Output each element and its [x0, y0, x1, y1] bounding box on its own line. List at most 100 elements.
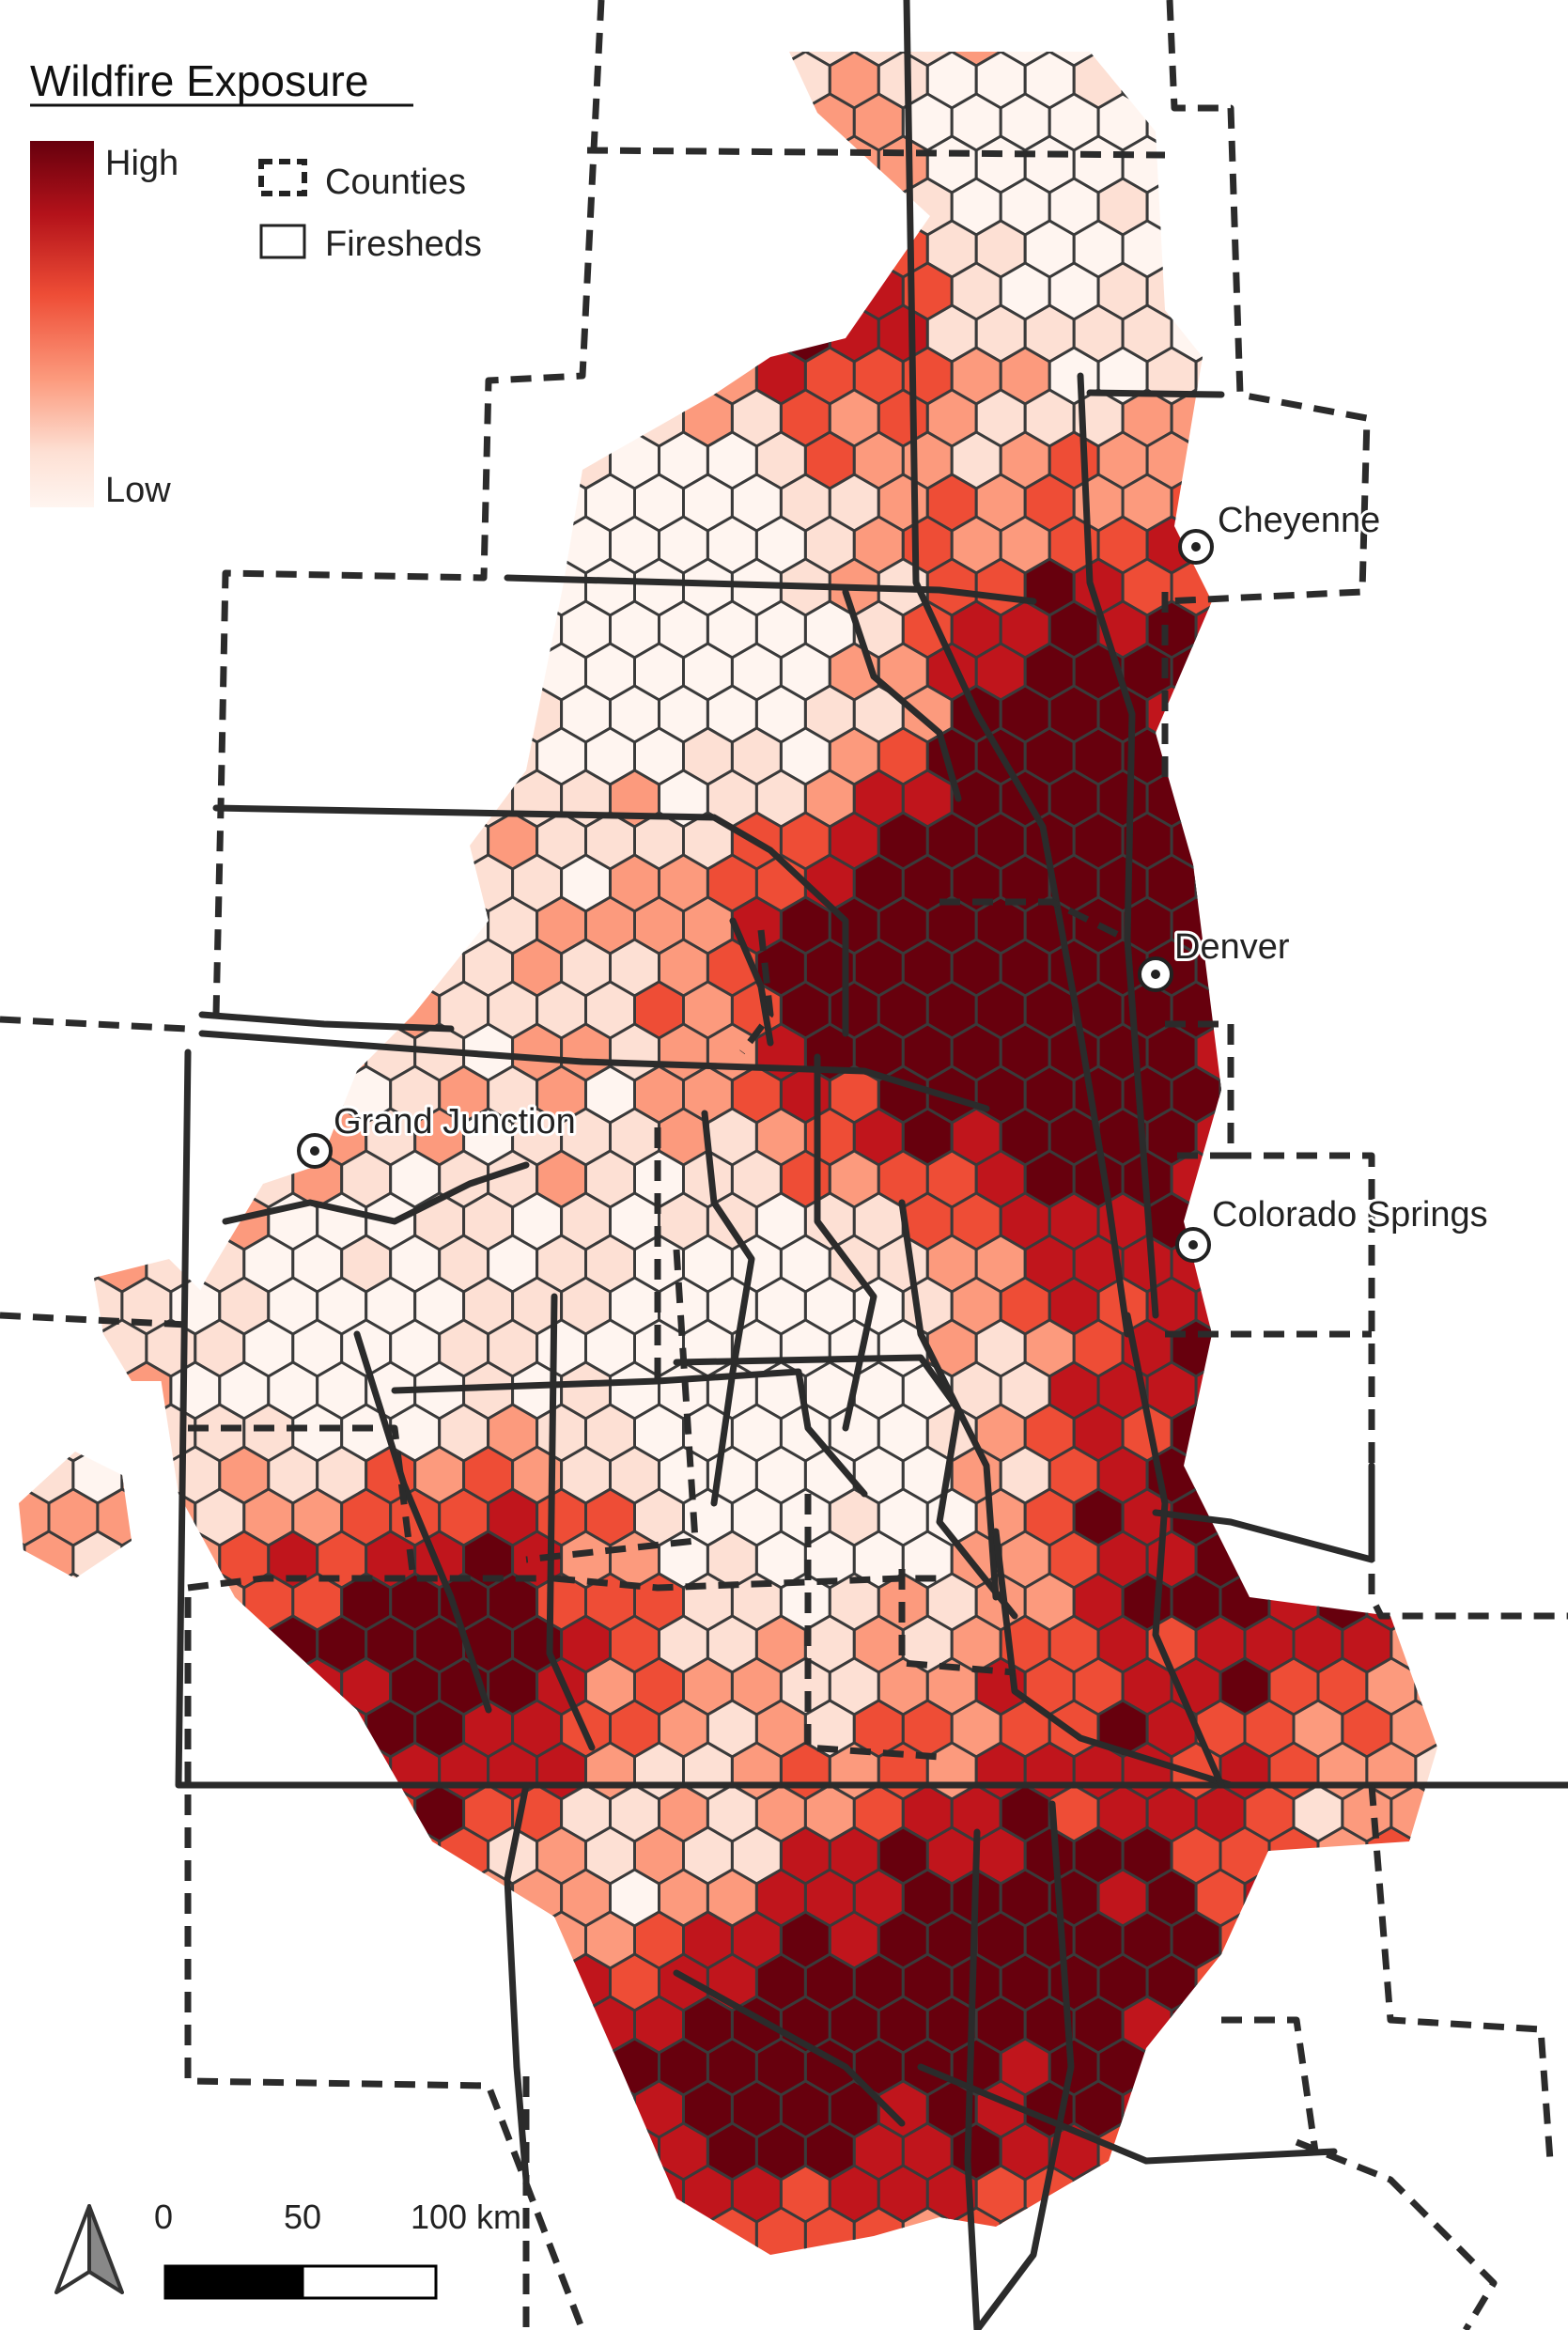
- fireshed-cell: [1389, 1445, 1437, 1505]
- fireshed-cell: [1170, 52, 1222, 110]
- fireshed-cell: [120, 1107, 173, 1167]
- fireshed-cell: [145, 2079, 197, 2139]
- fireshed-cell: [47, 980, 100, 1040]
- fireshed-cell: [218, 853, 271, 913]
- fireshed-cell: [267, 261, 319, 321]
- fireshed-cell: [96, 1995, 148, 2055]
- fireshed-cell: [96, 388, 148, 448]
- fireshed-cell: [1365, 980, 1418, 1040]
- fireshed-cell: [96, 895, 148, 955]
- fireshed-cell: [1365, 557, 1418, 617]
- fireshed-cell: [536, 219, 587, 279]
- fireshed-cell: [1194, 1445, 1247, 1505]
- fireshed-cell: [1316, 1234, 1369, 1294]
- fireshed-cell: [1414, 895, 1437, 955]
- fireshed-cell: [96, 1403, 148, 1463]
- fireshed-cell: [1121, 2079, 1173, 2139]
- fireshed-cell: [1243, 853, 1296, 913]
- fireshed-cell: [47, 1995, 100, 2055]
- fireshed-cell: [218, 2206, 271, 2255]
- fireshed-cell: [267, 1022, 319, 1082]
- fireshed-cell: [1170, 1995, 1222, 2055]
- fireshed-cell: [1316, 1403, 1369, 1463]
- fireshed-cell: [365, 346, 417, 406]
- fireshed-cell: [19, 2121, 26, 2182]
- fireshed-cell: [536, 2164, 587, 2224]
- fireshed-cell: [511, 1868, 564, 1928]
- fireshed-cell: [47, 1910, 100, 1970]
- fireshed-cell: [19, 1064, 51, 1125]
- fireshed-cells: [19, 52, 1489, 2255]
- fireshed-cell: [71, 1699, 124, 1759]
- fireshed-cell: [389, 1910, 442, 1970]
- fireshed-cell: [1414, 1825, 1437, 1886]
- fireshed-cell: [1267, 388, 1320, 448]
- fireshed-cell: [365, 261, 417, 321]
- fireshed-cell: [169, 938, 222, 998]
- fireshed-cell: [413, 853, 466, 913]
- fireshed-cell: [1440, 1531, 1489, 1588]
- fireshed-cell: [169, 2037, 222, 2097]
- fireshed-cell: [438, 557, 490, 617]
- fireshed-cell: [120, 1614, 173, 1674]
- fireshed-cell: [120, 1360, 173, 1421]
- fireshed-cell: [1267, 2164, 1320, 2224]
- fireshed-cell: [1267, 1910, 1320, 1970]
- fireshed-cell: [609, 52, 660, 68]
- fireshed-cell: [1243, 599, 1296, 660]
- fireshed-cell: [389, 557, 442, 617]
- fireshed-cell: [23, 853, 75, 913]
- fireshed-cell: [194, 1149, 246, 1209]
- fireshed-cell: [365, 769, 417, 829]
- fireshed-cell: [19, 1234, 51, 1294]
- city-grand-junction: Grand Junction: [297, 1099, 579, 1169]
- fireshed-cell: [23, 684, 75, 744]
- fireshed-cell: [536, 2079, 587, 2139]
- legend-counties-label: Counties: [325, 163, 466, 202]
- fireshed-cell: [1121, 52, 1173, 110]
- fireshed-cell: [1292, 1022, 1344, 1082]
- fireshed-cell: [1389, 938, 1437, 998]
- fireshed-cell: [560, 2037, 612, 2097]
- fireshed-cell: [194, 557, 246, 617]
- fireshed-cell: [1292, 853, 1344, 913]
- fireshed-cell: [462, 261, 515, 321]
- fireshed-cell: [1341, 2037, 1393, 2097]
- fireshed-cell: [340, 1995, 393, 2055]
- fireshed-cell: [1292, 177, 1344, 237]
- fireshed-cell: [1389, 2037, 1437, 2097]
- fireshed-cell: [1440, 1701, 1489, 1757]
- fireshed-cell: [1414, 219, 1437, 279]
- fireshed-cell: [340, 473, 393, 533]
- fireshed-cell: [71, 769, 124, 829]
- fireshed-cell: [267, 2037, 319, 2097]
- fireshed-cell: [1389, 1530, 1437, 1590]
- fireshed-cell: [438, 303, 490, 364]
- fireshed-cell: [1292, 684, 1344, 744]
- fireshed-cell: [1440, 348, 1489, 404]
- fireshed-cell: [194, 642, 246, 702]
- fireshed-cell: [365, 2206, 417, 2255]
- fireshed-cell: [218, 1783, 271, 1843]
- fireshed-cell: [291, 473, 344, 533]
- fireshed-cell: [389, 388, 442, 448]
- fireshed-cell: [1365, 2079, 1418, 2139]
- fireshed-cell: [23, 1107, 75, 1167]
- fireshed-cell: [242, 303, 295, 364]
- fireshed-cell: [1219, 642, 1271, 702]
- fireshed-cell: [96, 1825, 148, 1886]
- fireshed-cell: [120, 599, 173, 660]
- fireshed-cell: [438, 1825, 490, 1886]
- fireshed-cell: [1219, 219, 1271, 279]
- fireshed-cell: [1440, 1785, 1489, 1841]
- fireshed-cell: [218, 769, 271, 829]
- fireshed-cell: [803, 92, 856, 152]
- fireshed-cell: [47, 1825, 100, 1886]
- fireshed-cell: [1292, 52, 1344, 68]
- fireshed-cell: [1414, 811, 1437, 871]
- fireshed-cell: [1096, 2206, 1149, 2255]
- fireshed-cell: [1316, 980, 1369, 1040]
- fireshed-cell: [1243, 2037, 1296, 2097]
- fireshed-cell: [487, 134, 539, 194]
- fireshed-cell: [120, 684, 173, 744]
